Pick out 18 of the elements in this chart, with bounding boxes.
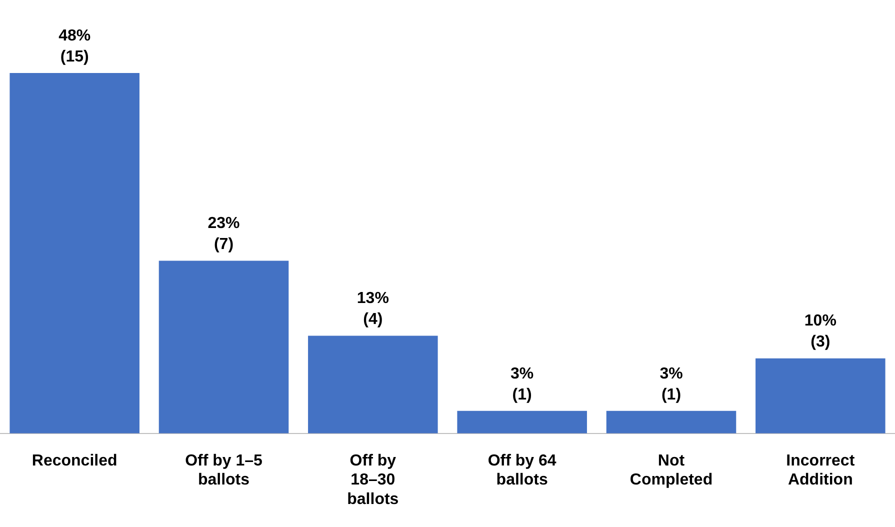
data-label: 48% (15) [58,27,91,66]
x-tick-label: Off by 1–5 ballots [185,452,263,489]
x-tick-label: Reconciled [32,452,118,470]
bar [158,260,289,434]
data-label: 23% (7) [208,215,240,254]
bar [756,358,886,434]
bar [308,336,438,434]
x-tick-label: Off by 18–30 ballots [347,452,399,508]
bar [606,410,736,434]
x-tick-label: Off by 64 ballots [488,452,556,489]
data-label: 3% (1) [510,365,534,404]
bar [10,73,140,434]
data-label: 10% (3) [804,312,836,351]
data-label: 3% (1) [660,365,683,404]
x-tick-label: Incorrect Addition [786,452,856,489]
bar [457,410,587,434]
x-tick-label: Not Completed [630,452,713,489]
data-label: 13% (4) [356,290,389,328]
